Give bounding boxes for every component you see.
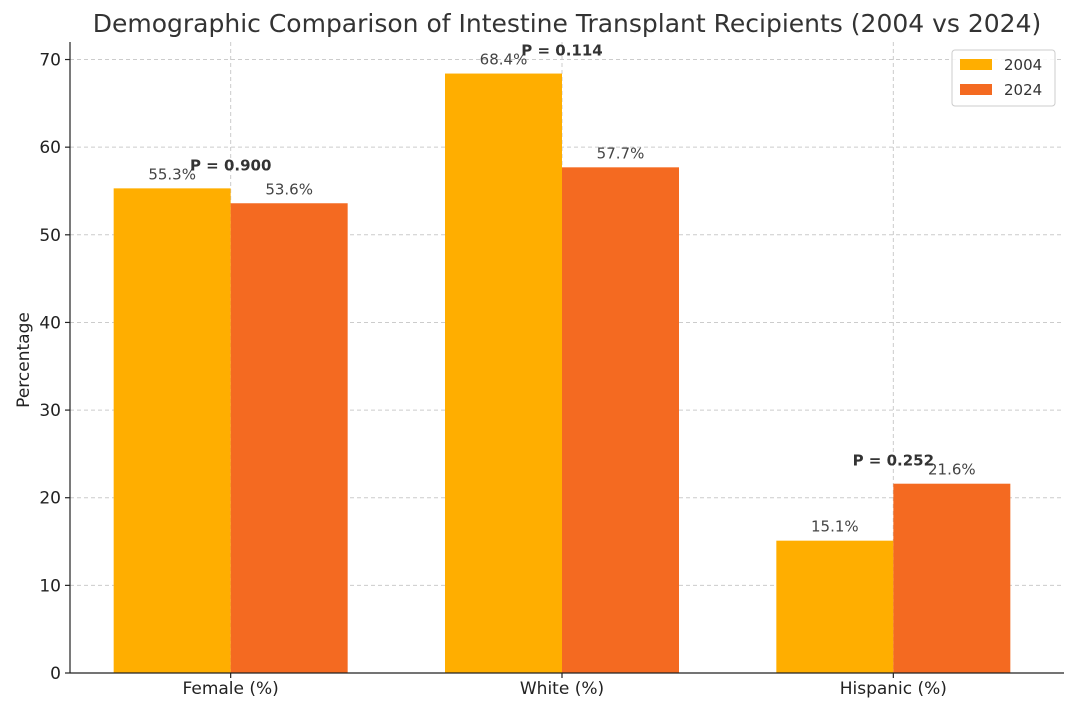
bar-2024-1 xyxy=(562,167,679,673)
bars xyxy=(113,73,1011,674)
value-label: 57.7% xyxy=(597,144,645,162)
value-label: 53.6% xyxy=(265,180,313,198)
value-label: 55.3% xyxy=(148,165,196,183)
value-label: 68.4% xyxy=(480,51,528,69)
bar-2024-0 xyxy=(230,203,348,673)
y-tick-label: 70 xyxy=(39,51,61,71)
p-value-annotation: P = 0.252 xyxy=(853,452,934,470)
y-tick-label: 30 xyxy=(39,401,61,421)
bar-2024-2 xyxy=(893,483,1011,673)
x-tick-label: Female (%) xyxy=(183,679,279,699)
y-axis-label: Percentage xyxy=(14,312,34,408)
x-tick-label: Hispanic (%) xyxy=(840,679,947,699)
p-value-annotation: P = 0.114 xyxy=(521,42,602,60)
legend-swatch-2004 xyxy=(960,59,992,70)
y-tick-label: 0 xyxy=(50,664,61,684)
bar-2004-1 xyxy=(445,73,562,674)
x-tick-label: White (%) xyxy=(520,679,604,699)
y-tick-label: 50 xyxy=(39,226,61,246)
value-label: 21.6% xyxy=(928,461,976,479)
y-tick-label: 60 xyxy=(39,138,61,158)
bar-2004-2 xyxy=(776,540,894,673)
y-tick-label: 40 xyxy=(39,313,61,333)
legend-swatch-2024 xyxy=(960,84,992,95)
bar-2004-0 xyxy=(113,188,231,674)
y-tick-label: 10 xyxy=(39,576,61,596)
legend: 2004 2024 xyxy=(951,49,1056,107)
legend-label: 2004 xyxy=(1004,56,1042,74)
value-label: 15.1% xyxy=(811,518,859,536)
axes: 0 10 20 30 40 50 60 70 Female (%) White (%) Hispan… xyxy=(39,42,1064,699)
data-labels: 55.3% 68.4% 15.1% 53.6% 57.7% 21.6% P = 0.900 P… xyxy=(148,42,975,536)
y-tick-label: 20 xyxy=(39,489,61,509)
legend-label: 2024 xyxy=(1004,81,1042,99)
p-value-annotation: P = 0.900 xyxy=(190,156,271,174)
chart-title: Demographic Comparison of Intestine Tran… xyxy=(93,9,1042,38)
